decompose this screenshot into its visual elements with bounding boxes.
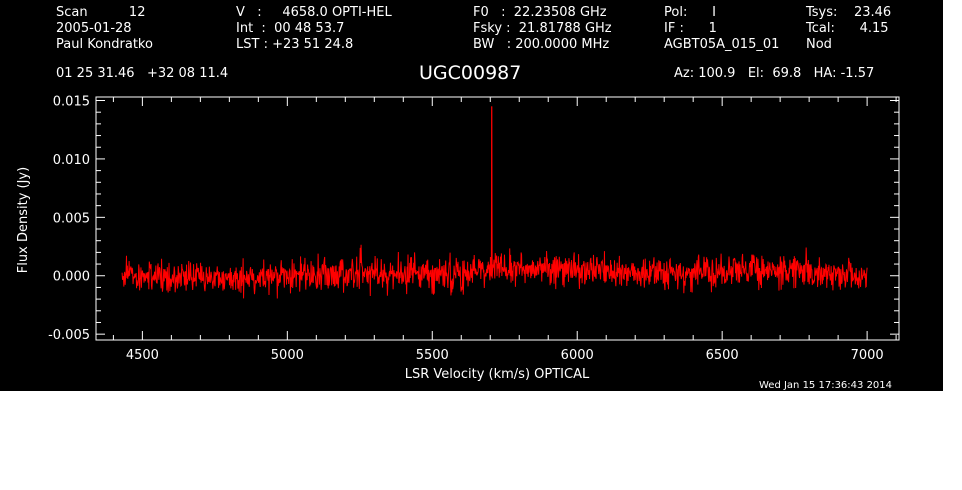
y-axis-label: Flux Density (Jy) — [16, 167, 31, 273]
x-tick-label: 6000 — [561, 348, 594, 363]
if-number: IF : 1 — [664, 21, 717, 36]
sky-frequency: Fsky : 21.81788 GHz — [473, 21, 612, 36]
x-tick-label: 6500 — [706, 348, 739, 363]
scan-number: Scan 12 — [56, 5, 146, 20]
plot-timestamp: Wed Jan 15 17:36:43 2014 — [759, 380, 893, 391]
y-tick-label: 0.010 — [53, 153, 90, 168]
rest-frequency: F0 : 22.23508 GHz — [473, 5, 607, 20]
x-tick-label: 4500 — [126, 348, 159, 363]
x-tick-label: 5000 — [271, 348, 304, 363]
switching-mode: Nod — [806, 37, 832, 52]
polarization: Pol: I — [664, 5, 716, 20]
bandwidth: BW : 200.0000 MHz — [473, 37, 610, 52]
pointing-info: Az: 100.9 El: 69.8 HA: -1.57 — [674, 66, 875, 81]
y-tick-label: 0.000 — [53, 270, 90, 285]
y-tick-label: -0.005 — [48, 328, 90, 343]
y-tick-label: 0.015 — [53, 95, 90, 110]
tsys-value: Tsys: 23.46 — [806, 5, 892, 20]
spectrum-trace-layer — [121, 106, 868, 299]
velocity-info: V : 4658.0 OPTI-HEL — [236, 5, 392, 20]
spectrum-chart: 4500 5000 5500 6000 6500 7000 -0.005 0.000 0.005… — [16, 95, 900, 382]
integration-time: Int : 00 48 53.7 — [236, 21, 345, 36]
x-tick-label: 5500 — [416, 348, 449, 363]
spectrum-series-line — [121, 106, 868, 299]
lst-info: LST : +23 51 24.8 — [236, 37, 354, 52]
y-tick-label: 0.005 — [53, 211, 90, 226]
spectrum-panel: Scan 12 2005-01-28 Paul Kondratko V : 46… — [0, 0, 943, 391]
source-name: UGC00987 — [419, 62, 522, 84]
x-tick-label: 7000 — [851, 348, 884, 363]
observation-date: 2005-01-28 — [56, 21, 132, 36]
source-coordinates: 01 25 31.46 +32 08 11.4 — [56, 66, 229, 81]
tcal-value: Tcal: 4.15 — [806, 21, 889, 36]
axis-layer: 4500 5000 5500 6000 6500 7000 -0.005 0.000 0.005… — [48, 95, 899, 363]
project-id: AGBT05A_015_01 — [664, 37, 780, 52]
x-axis-label: LSR Velocity (km/s) OPTICAL — [405, 367, 590, 382]
plot-frame — [95, 96, 900, 341]
observer-name: Paul Kondratko — [56, 37, 153, 52]
